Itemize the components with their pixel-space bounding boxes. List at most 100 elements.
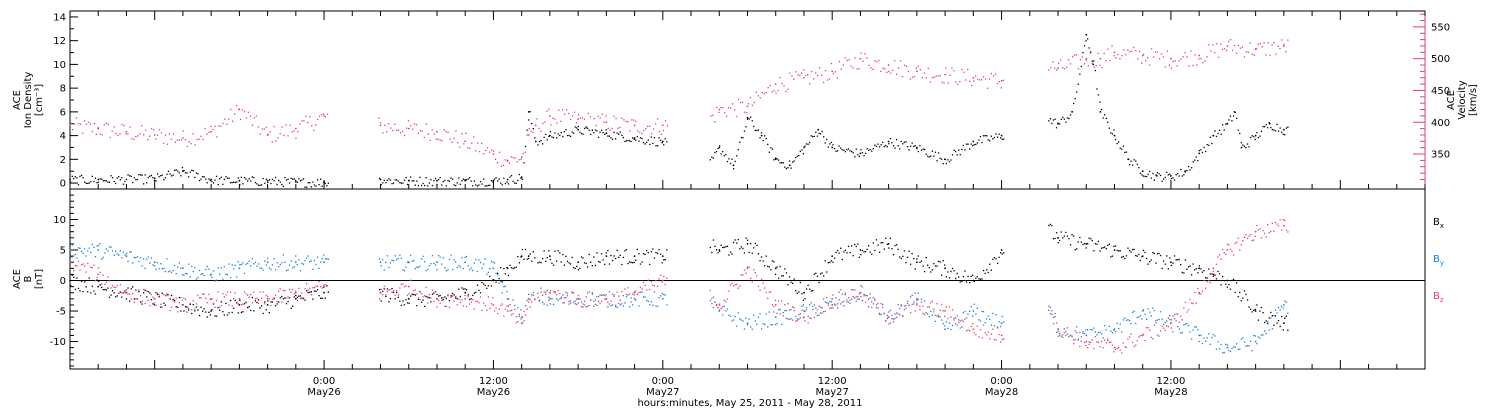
data-point [79,123,82,125]
data-point [840,247,842,249]
data-point [871,150,873,152]
data-point [1178,328,1180,330]
data-point [469,177,471,179]
data-point [636,248,638,250]
data-point [1222,352,1224,354]
data-point [1275,53,1277,55]
data-point [417,297,420,299]
data-point [601,294,603,296]
data-point [524,305,527,307]
data-point [554,132,556,134]
anchor-point [266,304,269,306]
data-point [1119,250,1121,252]
data-point [719,309,721,311]
data-point [1105,248,1107,250]
data-point [251,124,254,126]
data-point [625,120,627,123]
data-point [923,313,926,316]
data-point [1105,117,1107,119]
data-point [93,290,95,292]
data-point [406,294,409,296]
data-point [327,258,329,260]
data-point [153,302,156,304]
data-point [1251,135,1253,137]
data-point [1260,306,1263,309]
data-point [809,304,811,306]
data-point [113,180,115,183]
data-point [870,67,872,69]
data-point [184,306,187,308]
data-point [978,139,980,141]
data-point [734,109,736,111]
data-point [470,180,472,182]
data-point [150,299,152,301]
data-point [1054,312,1056,315]
data-point [1083,243,1086,245]
data-point [72,129,74,131]
anchor-point [774,158,777,161]
data-point [322,113,325,115]
data-point [1062,237,1064,239]
anchor-point [718,304,721,306]
data-point [284,290,286,292]
data-point [863,155,865,157]
anchor-point [972,328,975,331]
data-point [1059,123,1061,125]
data-point [74,265,76,267]
data-point [209,274,211,276]
data-point [1284,300,1286,302]
data-point [1243,290,1246,292]
data-point [1100,108,1103,111]
data-point [141,303,143,305]
data-point [784,166,786,168]
data-point [529,299,531,301]
data-point [757,129,760,131]
data-point [1156,51,1159,53]
anchor-point [1233,111,1236,113]
data-point [1195,302,1197,304]
data-point [770,324,772,326]
data-point [768,266,770,268]
data-point [133,177,135,179]
data-point [563,297,565,299]
anchor-point [379,124,382,127]
data-point [248,178,250,180]
data-point [855,300,857,302]
data-point [925,153,927,155]
data-point [514,308,516,311]
data-point [127,293,129,295]
data-point [813,273,815,275]
data-point [196,138,198,141]
data-point [642,142,645,144]
data-point [896,244,898,246]
data-point [405,127,408,129]
data-point [1139,172,1141,174]
data-point [265,309,267,311]
data-point [799,74,801,77]
data-point [977,78,979,80]
data-point [461,133,463,135]
data-point [993,338,996,341]
data-point [190,143,192,145]
data-point [927,264,929,266]
data-point [965,143,968,145]
data-point [447,269,449,271]
axis-label-line: Velocity [1457,80,1468,119]
data-point [635,299,637,301]
data-point [1246,143,1249,145]
data-point [748,318,750,320]
data-point [453,184,455,186]
data-point [784,268,786,270]
data-point [597,300,600,302]
data-point [1133,159,1135,161]
data-point [453,137,455,140]
data-point [613,255,615,257]
data-point [745,317,747,319]
data-point [186,311,188,313]
data-point [937,316,940,318]
data-point [414,267,416,270]
data-point [868,306,870,308]
data-point [379,258,381,260]
data-point [386,131,388,133]
data-point [615,305,617,308]
